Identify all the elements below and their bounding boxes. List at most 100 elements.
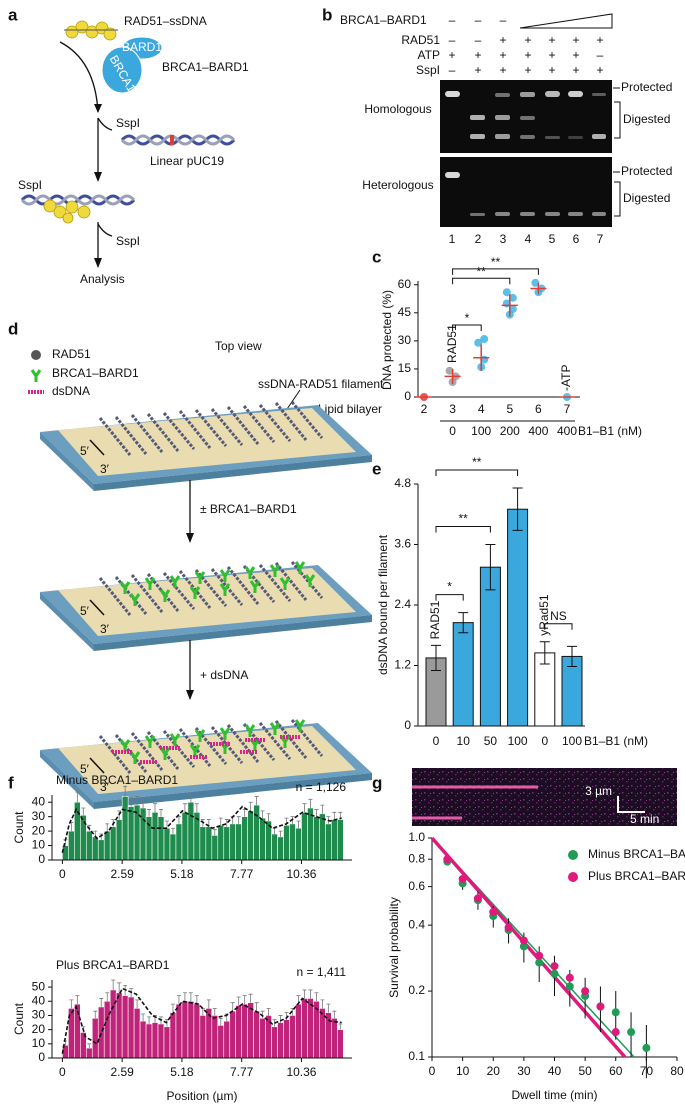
step-label: + dsDNA [200, 668, 248, 682]
lane-sign: + [572, 63, 579, 77]
error-bar [242, 809, 247, 817]
y-tick-label: 40 [32, 794, 46, 808]
x-tick-label: 0 [59, 867, 66, 881]
y-tick-label: 30 [32, 809, 46, 823]
data-point [489, 907, 498, 916]
legend-label: dsDNA [52, 384, 90, 398]
x-tick-label: 7.77 [230, 1065, 254, 1079]
significance-label: ** [477, 264, 487, 278]
histogram-bar [253, 1010, 260, 1059]
band-label: Digested [623, 191, 670, 205]
y-tick-label: 30 [398, 333, 412, 347]
row-label: BRCA1–BARD1 [340, 13, 427, 27]
x-tick-label: 0 [541, 734, 548, 748]
error-bar [236, 816, 241, 824]
readout-label: Analysis [80, 272, 125, 286]
concentration-label: 200 [500, 424, 520, 438]
histogram-bar [331, 1017, 338, 1059]
x-axis-label: B1–B1 (nM) [578, 424, 642, 438]
scale-label: 5 min [630, 812, 659, 826]
error-bar [147, 1016, 152, 1024]
significance-label: * [465, 311, 470, 325]
error-bar [105, 992, 110, 1002]
error-bar [75, 791, 80, 803]
error-bar [170, 1003, 175, 1013]
histogram-bar [187, 801, 195, 861]
error-bar [266, 1007, 271, 1016]
error-bar [194, 995, 199, 1005]
histogram-bar [91, 1017, 99, 1059]
histogram-bar [319, 813, 326, 861]
x-tick-label: 10 [457, 734, 471, 748]
data-point [581, 987, 590, 996]
histogram-bar [163, 827, 171, 861]
y-axis-label: dsDNA bound per filament [376, 534, 390, 675]
x-axis-label: Dwell time (min) [511, 1088, 597, 1102]
error-bar [308, 989, 313, 999]
x-tick-label: 0 [429, 1064, 436, 1078]
histogram-bar [85, 1047, 93, 1059]
lane-sign: – [449, 33, 456, 47]
error-bar [147, 809, 152, 817]
error-bar [230, 1002, 235, 1012]
row-label: ATP [418, 48, 440, 62]
error-bar [308, 798, 313, 808]
error-bar [272, 827, 277, 834]
x-tick-label: 10 [456, 1064, 470, 1078]
annotation: yRad51 [537, 594, 551, 636]
error-bar [320, 999, 325, 1009]
error-bar [431, 644, 441, 672]
histogram-bar [115, 992, 123, 1059]
legend-label: Minus BRCA1–BARD1 [588, 847, 685, 861]
x-tick-label: 5 [506, 402, 513, 416]
bilayer-label: Lipid bilayer [318, 402, 382, 416]
x-tick-label: 50 [484, 734, 498, 748]
enzyme-label: SspI [18, 178, 42, 192]
annotation: RAD51 [445, 324, 459, 363]
y-tick-label: 0 [38, 1050, 45, 1064]
histogram-bar [217, 1025, 225, 1059]
error-bar [320, 804, 325, 814]
error-bar [332, 811, 337, 820]
x-tick-label: 100 [562, 734, 582, 748]
error-bar [458, 612, 469, 634]
histogram-bar [175, 823, 183, 861]
end-label: 5′ [80, 762, 90, 776]
histogram-bar [145, 1023, 153, 1059]
y-tick-label: 45 [398, 305, 412, 319]
legend-marker [568, 850, 578, 860]
significance-label: ** [472, 455, 482, 469]
histogram-bar [211, 1015, 219, 1059]
annotation: -ATP [559, 365, 573, 391]
concentration-label: 0 [449, 424, 456, 438]
sample-size: n = 1,126 [296, 780, 347, 794]
bard1-label: BARD1 [122, 40, 162, 54]
panel-label: g [372, 773, 382, 792]
x-tick-label: 7.77 [230, 867, 254, 881]
histogram-bar [283, 825, 290, 861]
data-point [502, 288, 511, 297]
error-bar [159, 809, 164, 817]
x-tick-label: 0 [59, 1065, 66, 1079]
lane-sign: + [499, 33, 506, 47]
significance-bracket [544, 623, 573, 630]
lane-sign: + [474, 63, 481, 77]
lane-sign: + [548, 48, 555, 62]
data-point [550, 969, 559, 978]
legend-label: BRCA1–BARD1 [52, 366, 139, 380]
lane-number: 1 [449, 232, 456, 246]
histogram-bar [157, 816, 165, 861]
error-bar [314, 809, 319, 817]
bar [507, 508, 529, 727]
lane-number: 6 [573, 232, 580, 246]
histogram-bar [133, 1008, 141, 1059]
histogram-bar [127, 996, 135, 1059]
histogram-bar [169, 833, 177, 861]
end-label: 3′ [100, 780, 110, 794]
data-point [474, 338, 483, 347]
histogram-bar [121, 995, 129, 1059]
x-tick-label: 7 [564, 402, 571, 416]
histogram-bar [301, 998, 308, 1059]
x-tick-label: 20 [487, 1064, 501, 1078]
